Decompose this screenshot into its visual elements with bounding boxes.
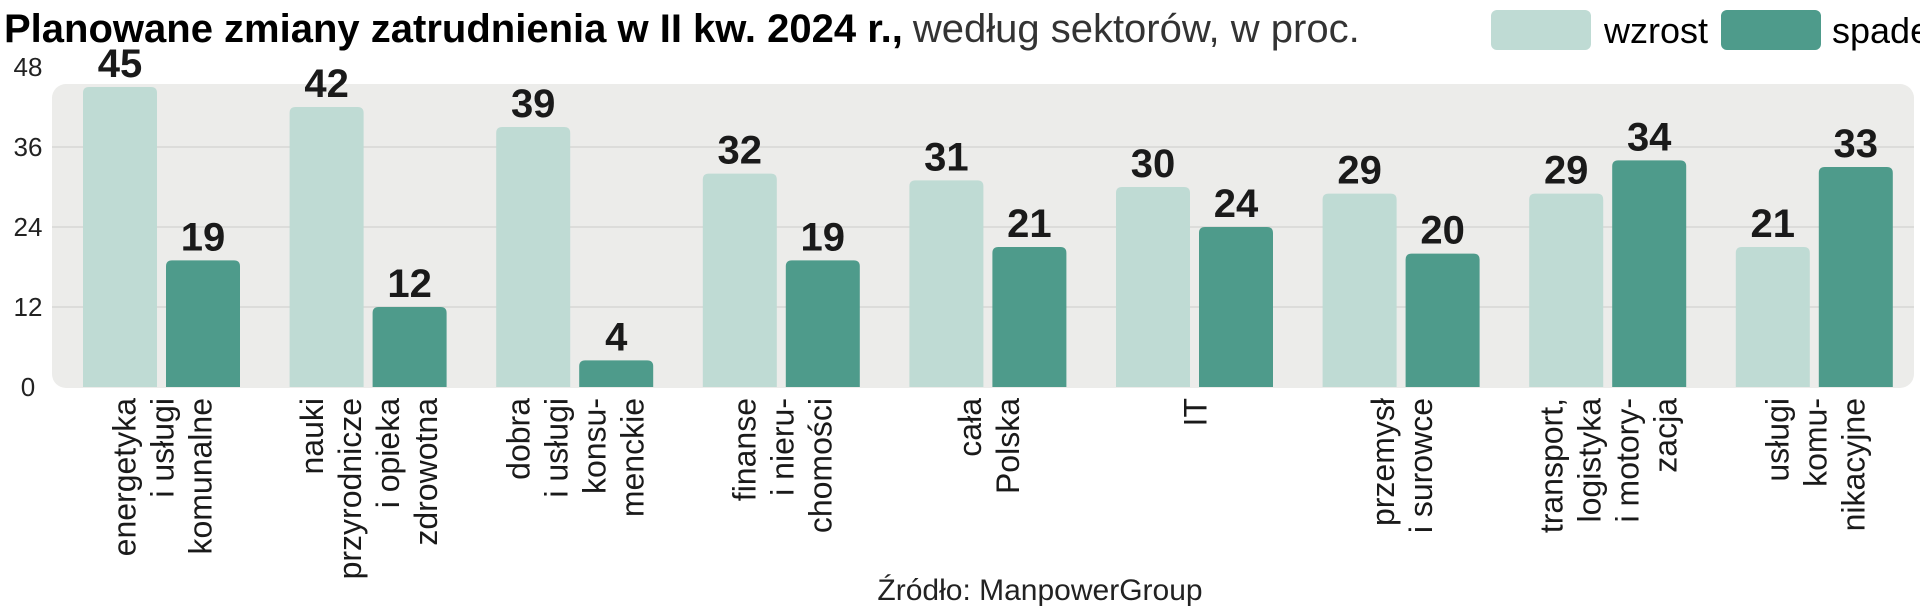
data-label: 29 bbox=[1544, 149, 1589, 193]
bar-spadek bbox=[1199, 227, 1273, 387]
data-label: 19 bbox=[801, 215, 846, 259]
bar-spadek bbox=[166, 260, 240, 387]
bar-wzrost bbox=[909, 180, 984, 387]
bar-spadek bbox=[579, 360, 654, 387]
x-category-label-line: finanse bbox=[726, 398, 762, 501]
x-category-label-line: zacja bbox=[1648, 398, 1684, 473]
data-label: 4 bbox=[605, 315, 628, 359]
y-tick-label: 12 bbox=[14, 292, 43, 322]
data-label: 29 bbox=[1337, 149, 1382, 193]
data-label: 31 bbox=[924, 135, 969, 179]
y-tick-label: 36 bbox=[14, 132, 43, 162]
bar-wzrost bbox=[1116, 187, 1190, 387]
data-label: 21 bbox=[1007, 202, 1052, 246]
y-tick-label: 24 bbox=[14, 212, 43, 242]
chart-title: Planowane zmiany zatrudnienia w II kw. 2… bbox=[4, 7, 1360, 51]
x-category-label-line: dobra bbox=[501, 398, 537, 480]
x-category-label-line: nikacyjne bbox=[1835, 398, 1871, 531]
x-category-label-line: i surowce bbox=[1403, 398, 1439, 533]
data-label: 20 bbox=[1420, 209, 1465, 253]
data-label: 33 bbox=[1834, 122, 1879, 166]
data-label: 34 bbox=[1627, 115, 1672, 159]
x-category-label-line: menckie bbox=[615, 398, 651, 517]
data-label: 42 bbox=[304, 62, 349, 106]
bar-spadek bbox=[1405, 253, 1480, 387]
y-tick-label: 0 bbox=[21, 372, 35, 402]
data-label: 39 bbox=[511, 82, 556, 126]
legend-swatch-spadek bbox=[1721, 10, 1821, 50]
x-category-label-line: Polska bbox=[990, 398, 1026, 494]
x-category-label-line: komunalne bbox=[183, 398, 219, 555]
bar-wzrost bbox=[496, 127, 571, 387]
x-category-label: finanse i nieru-chomości bbox=[726, 398, 838, 533]
x-category-label: nauki przyrodnicze i opieka zdrowotna bbox=[294, 398, 444, 580]
x-category-label-line: usługi bbox=[1759, 398, 1795, 482]
x-category-label-line: chomości bbox=[802, 398, 838, 533]
bar-wzrost bbox=[702, 173, 777, 387]
bar-spadek bbox=[992, 247, 1067, 387]
legend-label-spadek: spadek bbox=[1832, 10, 1920, 51]
y-tick-label: 48 bbox=[14, 52, 43, 82]
x-category-label: usługi komu-nikacyjne bbox=[1759, 398, 1871, 531]
data-label: 19 bbox=[181, 215, 226, 259]
x-category-label-line: i nieru- bbox=[764, 398, 800, 496]
bar-wzrost bbox=[1529, 193, 1604, 387]
bar-spadek bbox=[1818, 167, 1893, 387]
data-label: 12 bbox=[387, 262, 432, 306]
x-category-label-line: zdrowotna bbox=[408, 398, 444, 546]
x-category-label: dobra i usługi konsu-menckie bbox=[501, 398, 651, 517]
data-label: 32 bbox=[718, 129, 763, 173]
legend: wzrost spadek bbox=[1491, 10, 1920, 51]
x-category-label-line: komu- bbox=[1797, 398, 1833, 487]
legend-label-wzrost: wzrost bbox=[1603, 10, 1708, 51]
x-category-label-line: nauki bbox=[294, 398, 330, 475]
x-category-label-line: transport, bbox=[1534, 398, 1570, 533]
x-axis-labels: energetyka i usługi komunalne nauki przyrodn… bbox=[107, 398, 1872, 580]
bar-wzrost bbox=[1322, 193, 1397, 387]
bars: 45 19 42 12 39 4 32 19 31 21 30 24 29 20 29 34 21 33 bbox=[83, 42, 1893, 387]
x-category-label-line: energetyka bbox=[107, 398, 143, 557]
data-label: 45 bbox=[98, 42, 143, 86]
x-category-label-line: cała bbox=[952, 398, 988, 457]
bar-wzrost bbox=[289, 107, 364, 387]
source-note: Źródło: ManpowerGroup bbox=[877, 574, 1202, 607]
x-category-label: cała Polska bbox=[952, 398, 1026, 494]
x-category-label-line: i opieka bbox=[370, 398, 406, 509]
bar-spadek bbox=[372, 307, 447, 387]
bar-wzrost bbox=[83, 87, 157, 387]
data-label: 30 bbox=[1131, 142, 1176, 186]
x-category-label: energetyka i usługi komunalne bbox=[107, 398, 219, 557]
bar-spadek bbox=[1612, 160, 1687, 387]
legend-swatch-wzrost bbox=[1491, 10, 1591, 50]
x-category-label-line: konsu- bbox=[577, 398, 613, 494]
x-category-label: przemysł i surowce bbox=[1365, 398, 1439, 533]
bar-spadek bbox=[785, 260, 860, 387]
x-category-label-line: i motory- bbox=[1610, 398, 1646, 522]
data-label: 24 bbox=[1214, 182, 1259, 226]
data-label: 21 bbox=[1751, 202, 1796, 246]
x-category-label: transport, logistyka i motory-zacja bbox=[1534, 398, 1684, 533]
bar-wzrost bbox=[1735, 247, 1810, 387]
x-category-label-line: i usługi bbox=[539, 398, 575, 498]
y-axis: 0 12 24 36 48 bbox=[14, 52, 43, 402]
x-category-label-line: przyrodnicze bbox=[332, 398, 368, 579]
x-category-label: IT bbox=[1178, 398, 1214, 426]
x-category-label-line: i usługi bbox=[145, 398, 181, 498]
x-category-label-line: przemysł bbox=[1365, 398, 1401, 526]
x-category-label-line: logistyka bbox=[1572, 398, 1608, 523]
x-category-label-line: IT bbox=[1178, 398, 1214, 426]
